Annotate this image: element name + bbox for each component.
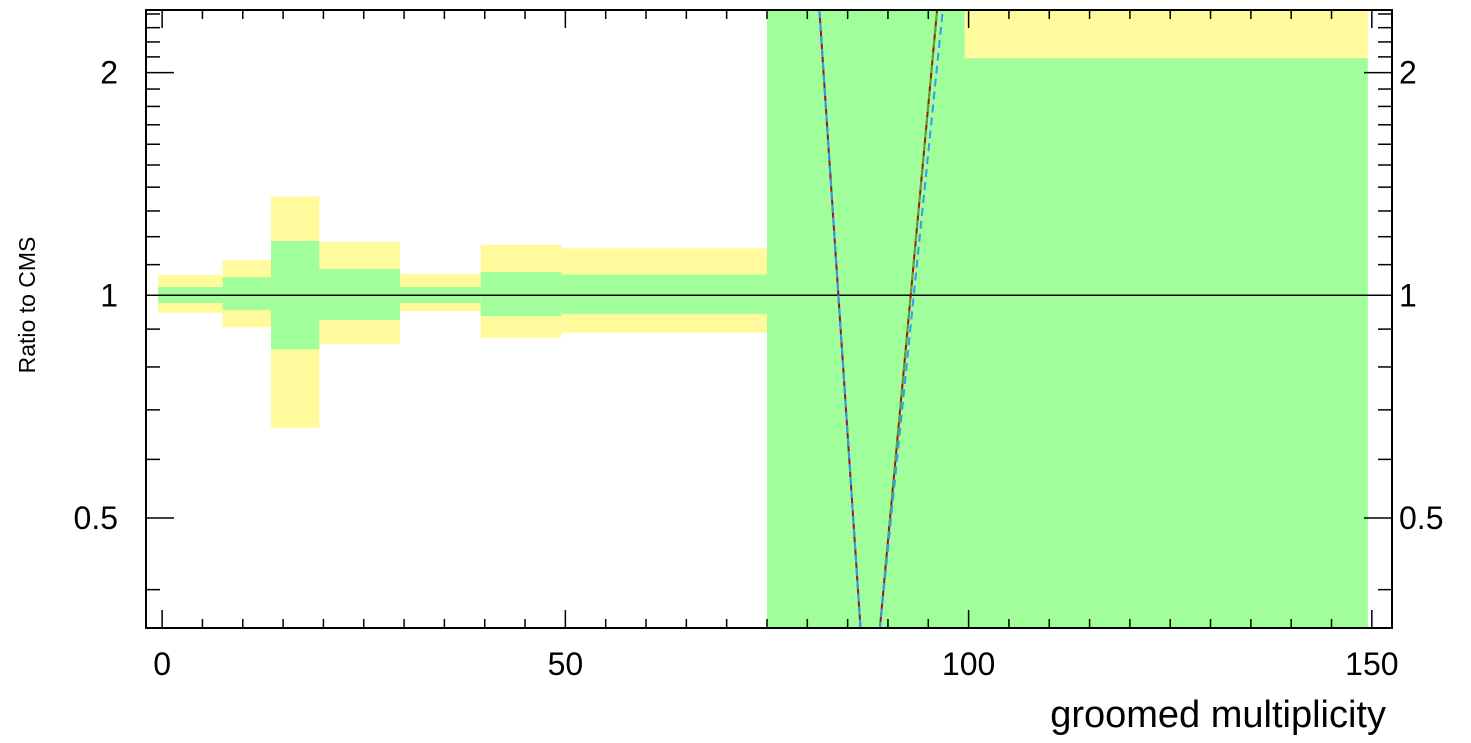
y-tick-label-left-2: 2 <box>100 55 118 91</box>
x-tick-label-3: 150 <box>1345 646 1398 682</box>
band-inner-bin-6 <box>561 274 767 314</box>
y-axis-title: Ratio to CMS <box>14 237 40 374</box>
band-inner-bin-5 <box>480 272 562 317</box>
band-inner-bin-8 <box>964 58 1368 628</box>
y-tick-label-right-0: 0.5 <box>1399 500 1443 536</box>
tick-labels-layer: 0 50 100 150 0.5 0.5 1 1 2 2 <box>74 55 1444 682</box>
x-tick-label-0: 0 <box>153 646 171 682</box>
x-tick-label-2: 100 <box>942 646 995 682</box>
plot-frame <box>145 9 1393 629</box>
x-axis-title: groomed multiplicity <box>1050 694 1386 736</box>
x-tick-label-1: 50 <box>548 646 584 682</box>
band-inner-bin-3 <box>319 269 401 320</box>
y-tick-label-left-1: 1 <box>100 277 118 313</box>
band-inner-bin-7 <box>766 10 965 628</box>
y-tick-label-right-2: 2 <box>1399 55 1417 91</box>
axis-ticks-layer <box>146 10 1392 628</box>
band-inner-bin-1 <box>222 277 272 311</box>
y-tick-label-left-0: 0.5 <box>74 500 118 536</box>
y-tick-label-right-1: 1 <box>1399 277 1417 313</box>
plot-border <box>145 9 1393 629</box>
uncertainty-band-inner-layer <box>158 10 1368 628</box>
